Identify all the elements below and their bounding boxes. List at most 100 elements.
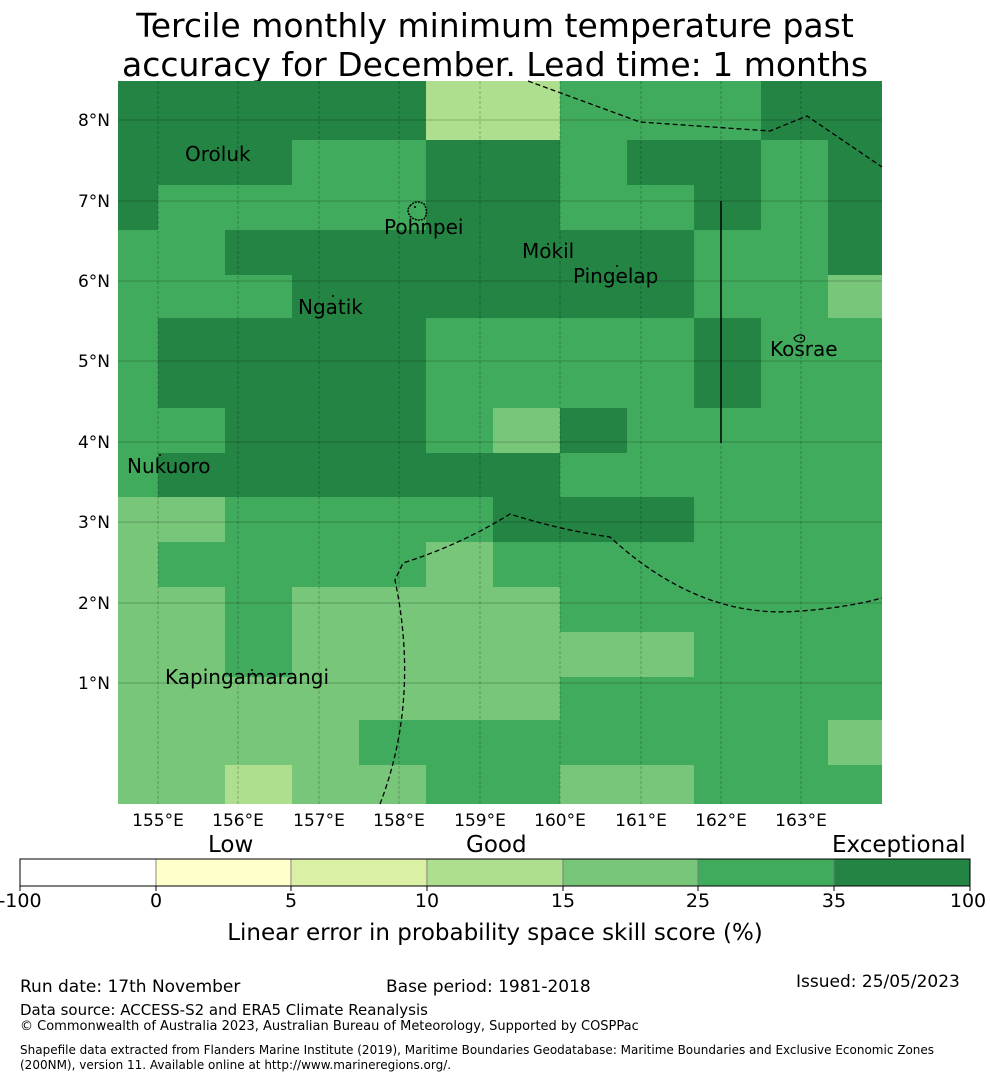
grid-cell [158, 408, 225, 453]
grid-cell [828, 81, 882, 95]
grid-cell [560, 587, 627, 632]
grid-cell [292, 318, 359, 363]
grid-cell [493, 587, 560, 632]
grid-cell [225, 587, 292, 632]
grid-cell [359, 81, 426, 95]
category-good: Good [466, 832, 527, 858]
grid-cell [359, 677, 426, 720]
grid-cell [694, 230, 761, 275]
grid-cell [694, 765, 761, 804]
grid-cell [292, 408, 359, 453]
grid-cell [493, 81, 560, 95]
lon-label: 160°E [534, 811, 586, 831]
grid-cell [761, 542, 828, 587]
cb-tick: 10 [414, 890, 440, 912]
grid-cell [118, 81, 158, 95]
grid-cell [426, 275, 493, 318]
grid-cell [118, 363, 158, 408]
title-line-1: Tercile monthly minimum temperature past [136, 6, 854, 45]
grid-cell [694, 497, 761, 542]
eez-boundary-north [527, 80, 883, 168]
grid-cell [359, 587, 426, 632]
grid-cell [828, 185, 882, 230]
eez-boundaries [379, 80, 883, 805]
issued-date: Issued: 25/05/2023 [796, 972, 960, 992]
grid-cell [225, 765, 292, 804]
lon-label: 155°E [132, 811, 184, 831]
grid-cell [493, 318, 560, 363]
grid-cell [560, 230, 627, 275]
grid-cell [118, 95, 158, 140]
grid-cell [627, 587, 694, 632]
grid-cell [493, 140, 560, 185]
grid-cell [627, 677, 694, 720]
graticule [118, 81, 882, 804]
grid-cell [627, 765, 694, 804]
category-low: Low [208, 832, 254, 858]
island-marker [159, 454, 161, 456]
cb-tick: 15 [550, 890, 576, 912]
grid-cell [761, 408, 828, 453]
grid-cell [761, 632, 828, 677]
lat-label: 6°N [78, 272, 110, 292]
base-period: Base period: 1981-2018 [386, 977, 591, 997]
grid-cell [158, 363, 225, 408]
grid-cell [560, 363, 627, 408]
grid-cell [292, 230, 359, 275]
lat-label: 4°N [78, 433, 110, 453]
grid-cell [158, 230, 225, 275]
grid-cell [158, 677, 225, 720]
grid-cell [426, 765, 493, 804]
grid-cell [158, 453, 225, 497]
grid-cell [359, 497, 426, 542]
grid-cell [426, 632, 493, 677]
grid-cell [761, 765, 828, 804]
grid-cell [118, 587, 158, 632]
grid-cell [493, 765, 560, 804]
grid-cell [292, 185, 359, 230]
grid-cell [158, 542, 225, 587]
lon-label: 161°E [615, 811, 667, 831]
grid-cell [493, 453, 560, 497]
grid-cell [627, 81, 694, 95]
grid-cell [158, 497, 225, 542]
axis-labels: 8°N 7°N 6°N 5°N 4°N 3°N 2°N 1°N 155°E 156°E 157°E 1… [78, 111, 827, 831]
grid-cell [560, 318, 627, 363]
place-label: Pingelap [573, 264, 658, 288]
shapefile-credit: Shapefile data extracted from Flanders M… [20, 1043, 935, 1072]
grid-cell [627, 453, 694, 497]
grid-cell [225, 720, 292, 765]
grid-cell [493, 542, 560, 587]
colorbar-segment [19, 858, 157, 887]
grid-cell [158, 81, 225, 95]
grid-cell [694, 453, 761, 497]
grid-cell [828, 230, 882, 275]
grid-cell [761, 275, 828, 318]
grid-cell [694, 318, 761, 363]
grid-cell [828, 95, 882, 140]
grid-cell [560, 140, 627, 185]
grid-cell [627, 632, 694, 677]
grid-cell [225, 275, 292, 318]
grid-cell [560, 95, 627, 140]
map-title: Tercile monthly minimum temperature past… [0, 6, 990, 84]
category-exceptional: Exceptional [832, 832, 966, 858]
grid-cell [493, 720, 560, 765]
grid-cell [118, 230, 158, 275]
grid-cell [225, 185, 292, 230]
grid-cell [694, 542, 761, 587]
grid-cell [118, 453, 158, 497]
cb-tick: 0 [149, 890, 163, 912]
grid-cell [225, 497, 292, 542]
colorbar-segment [155, 858, 292, 887]
grid-cell [118, 185, 158, 230]
grid-cell [627, 497, 694, 542]
colorbar-segment [562, 858, 699, 887]
grid-cell [560, 677, 627, 720]
lat-label: 5°N [78, 352, 110, 372]
grid-cell [359, 363, 426, 408]
grid-cell [828, 587, 882, 632]
grid-cell [426, 140, 493, 185]
pohnpei-island-outline [407, 201, 428, 221]
